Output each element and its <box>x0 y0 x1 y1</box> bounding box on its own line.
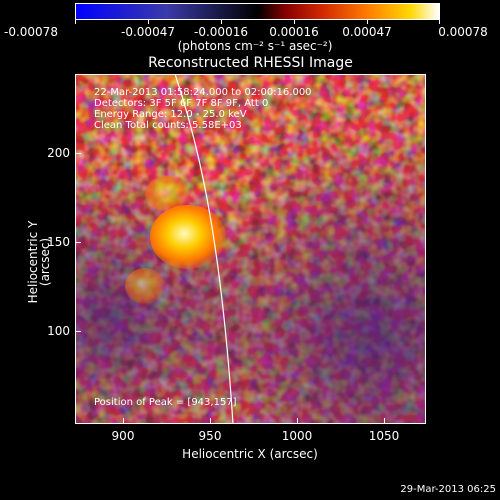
y-tick-label: 100 <box>47 324 70 338</box>
colorbar-label: -0.00078 <box>4 25 58 39</box>
y-tick <box>75 331 81 332</box>
colorbar-tick <box>294 20 295 24</box>
x-tick-label: 950 <box>198 429 222 443</box>
colorbar-tick <box>221 20 222 24</box>
x-tick-label: 900 <box>111 429 135 443</box>
colorbar-label: -0.00016 <box>194 25 248 39</box>
time-range: 22-Mar-2013 01:58:24.000 to 02:00:16.000 <box>94 87 312 98</box>
colorbar-units: (photons cm⁻² s⁻¹ asec⁻²) <box>177 39 333 53</box>
x-axis-label: Heliocentric X (arcsec) <box>182 447 318 461</box>
x-tick <box>123 418 124 424</box>
colorbar-tick <box>148 20 149 24</box>
clean-counts: Clean Total counts: 5.58E+03 <box>94 120 242 131</box>
plot-title: Reconstructed RHESSI Image <box>148 55 353 71</box>
y-tick-label: 150 <box>47 235 70 249</box>
detectors: Detectors: 3F 5F 6F 7F 8F 9F, Att 0 <box>94 98 269 109</box>
y-tick <box>75 153 81 154</box>
x-tick <box>210 418 211 424</box>
colorbar-tick <box>367 20 368 24</box>
peak-position: Position of Peak = [943,157] <box>94 397 237 408</box>
x-tick <box>297 418 298 424</box>
x-tick-label: 1050 <box>368 429 400 443</box>
colorbar-label: 0.00016 <box>269 25 319 39</box>
y-tick <box>75 242 81 243</box>
colorbar-label: 0.00078 <box>438 25 488 39</box>
y-axis-label: Heliocentric Y (arcsec) <box>26 220 52 304</box>
x-tick-label: 1000 <box>281 429 313 443</box>
x-tick <box>384 418 385 424</box>
colorbar-label: -0.00047 <box>121 25 175 39</box>
energy-range: Energy Range: 12.0 - 25.0 keV <box>94 109 247 120</box>
colorbar <box>75 3 440 20</box>
colorbar-tick <box>439 20 440 24</box>
footer-timestamp: 29-Mar-2013 06:25 <box>400 484 496 495</box>
colorbar-tick <box>75 20 76 24</box>
hxr-image <box>75 74 426 424</box>
y-tick-label: 200 <box>47 146 70 160</box>
colorbar-label: 0.00047 <box>342 25 392 39</box>
plot-frame <box>75 74 426 424</box>
